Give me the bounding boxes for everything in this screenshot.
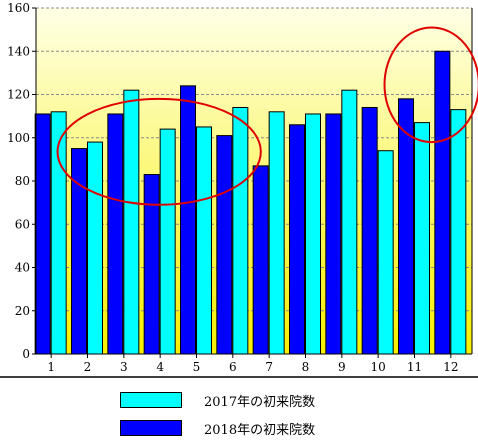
- x-tick-label: 11: [407, 360, 422, 374]
- bar-2018-month-12: [434, 50, 451, 355]
- x-tick-label: 3: [120, 360, 128, 374]
- x-tick-label: 10: [371, 360, 386, 374]
- bar-2017-month-10: [377, 150, 394, 355]
- highlight-ellipse-2: [383, 26, 478, 144]
- bar-2018-month-7: [252, 165, 269, 355]
- x-tick-label: 12: [443, 360, 458, 374]
- bar-2017-month-7: [268, 111, 285, 355]
- y-tick-label: 140: [7, 44, 30, 58]
- legend: 2017年の初来院数 2018年の初来院数: [0, 378, 478, 444]
- bar-2017-month-9: [341, 89, 358, 355]
- legend-swatch-2018: [120, 420, 182, 436]
- bar-2017-month-3: [123, 89, 140, 355]
- x-tick-label: 7: [265, 360, 273, 374]
- x-tick-labels: 1 2 3 4 5 6 7 8 9 10 11 12: [47, 354, 458, 374]
- x-tick-label: 8: [302, 360, 310, 374]
- bar-2018-month-9: [325, 113, 342, 355]
- bar-2018-month-10: [361, 106, 378, 355]
- legend-label-2018: 2018年の初来院数: [204, 422, 316, 438]
- legend-item-2018: 2018年の初来院数: [120, 419, 316, 438]
- x-tick-label: 4: [156, 360, 164, 374]
- legend-swatch-2017: [120, 392, 182, 408]
- legend-item-2017: 2017年の初来院数: [120, 391, 316, 410]
- x-tick-label: 5: [193, 360, 201, 374]
- bar-2017-month-8: [305, 113, 321, 355]
- x-tick-label: 1: [47, 360, 55, 374]
- y-tick-label: 60: [15, 217, 30, 231]
- highlight-ellipse-1: [56, 97, 262, 206]
- bar-2017-month-4: [159, 128, 176, 355]
- bar-2018-month-3: [107, 113, 124, 355]
- x-tick-label: 9: [338, 360, 346, 374]
- bar-2017-month-11: [414, 122, 430, 355]
- bar-2017-month-12: [450, 109, 467, 355]
- bar-2018-month-1: [34, 113, 51, 355]
- bar-2017-month-6: [232, 106, 249, 355]
- x-tick-label: 2: [84, 360, 92, 374]
- bar-2017-month-5: [196, 126, 212, 355]
- y-tick-label: 100: [7, 131, 30, 145]
- y-tick-label: 160: [7, 1, 30, 15]
- y-tick-label: 80: [15, 174, 30, 188]
- bar-2018-month-6: [216, 135, 233, 355]
- y-tick-label: 20: [15, 304, 30, 318]
- annotations: [56, 26, 478, 206]
- y-tick-labels: 0 20 40 60 80 100 120 140 160: [7, 1, 36, 361]
- x-tick-label: 6: [229, 360, 237, 374]
- bar-2018-month-8: [289, 124, 305, 355]
- bar-2018-month-5: [180, 85, 196, 355]
- legend-label-2017: 2017年の初来院数: [204, 394, 316, 410]
- bar-2018-month-4: [143, 174, 160, 355]
- y-tick-label: 40: [15, 261, 30, 275]
- y-tick-label: 120: [7, 88, 30, 102]
- bar-2017-month-2: [87, 141, 103, 355]
- y-tick-label: 0: [22, 347, 30, 361]
